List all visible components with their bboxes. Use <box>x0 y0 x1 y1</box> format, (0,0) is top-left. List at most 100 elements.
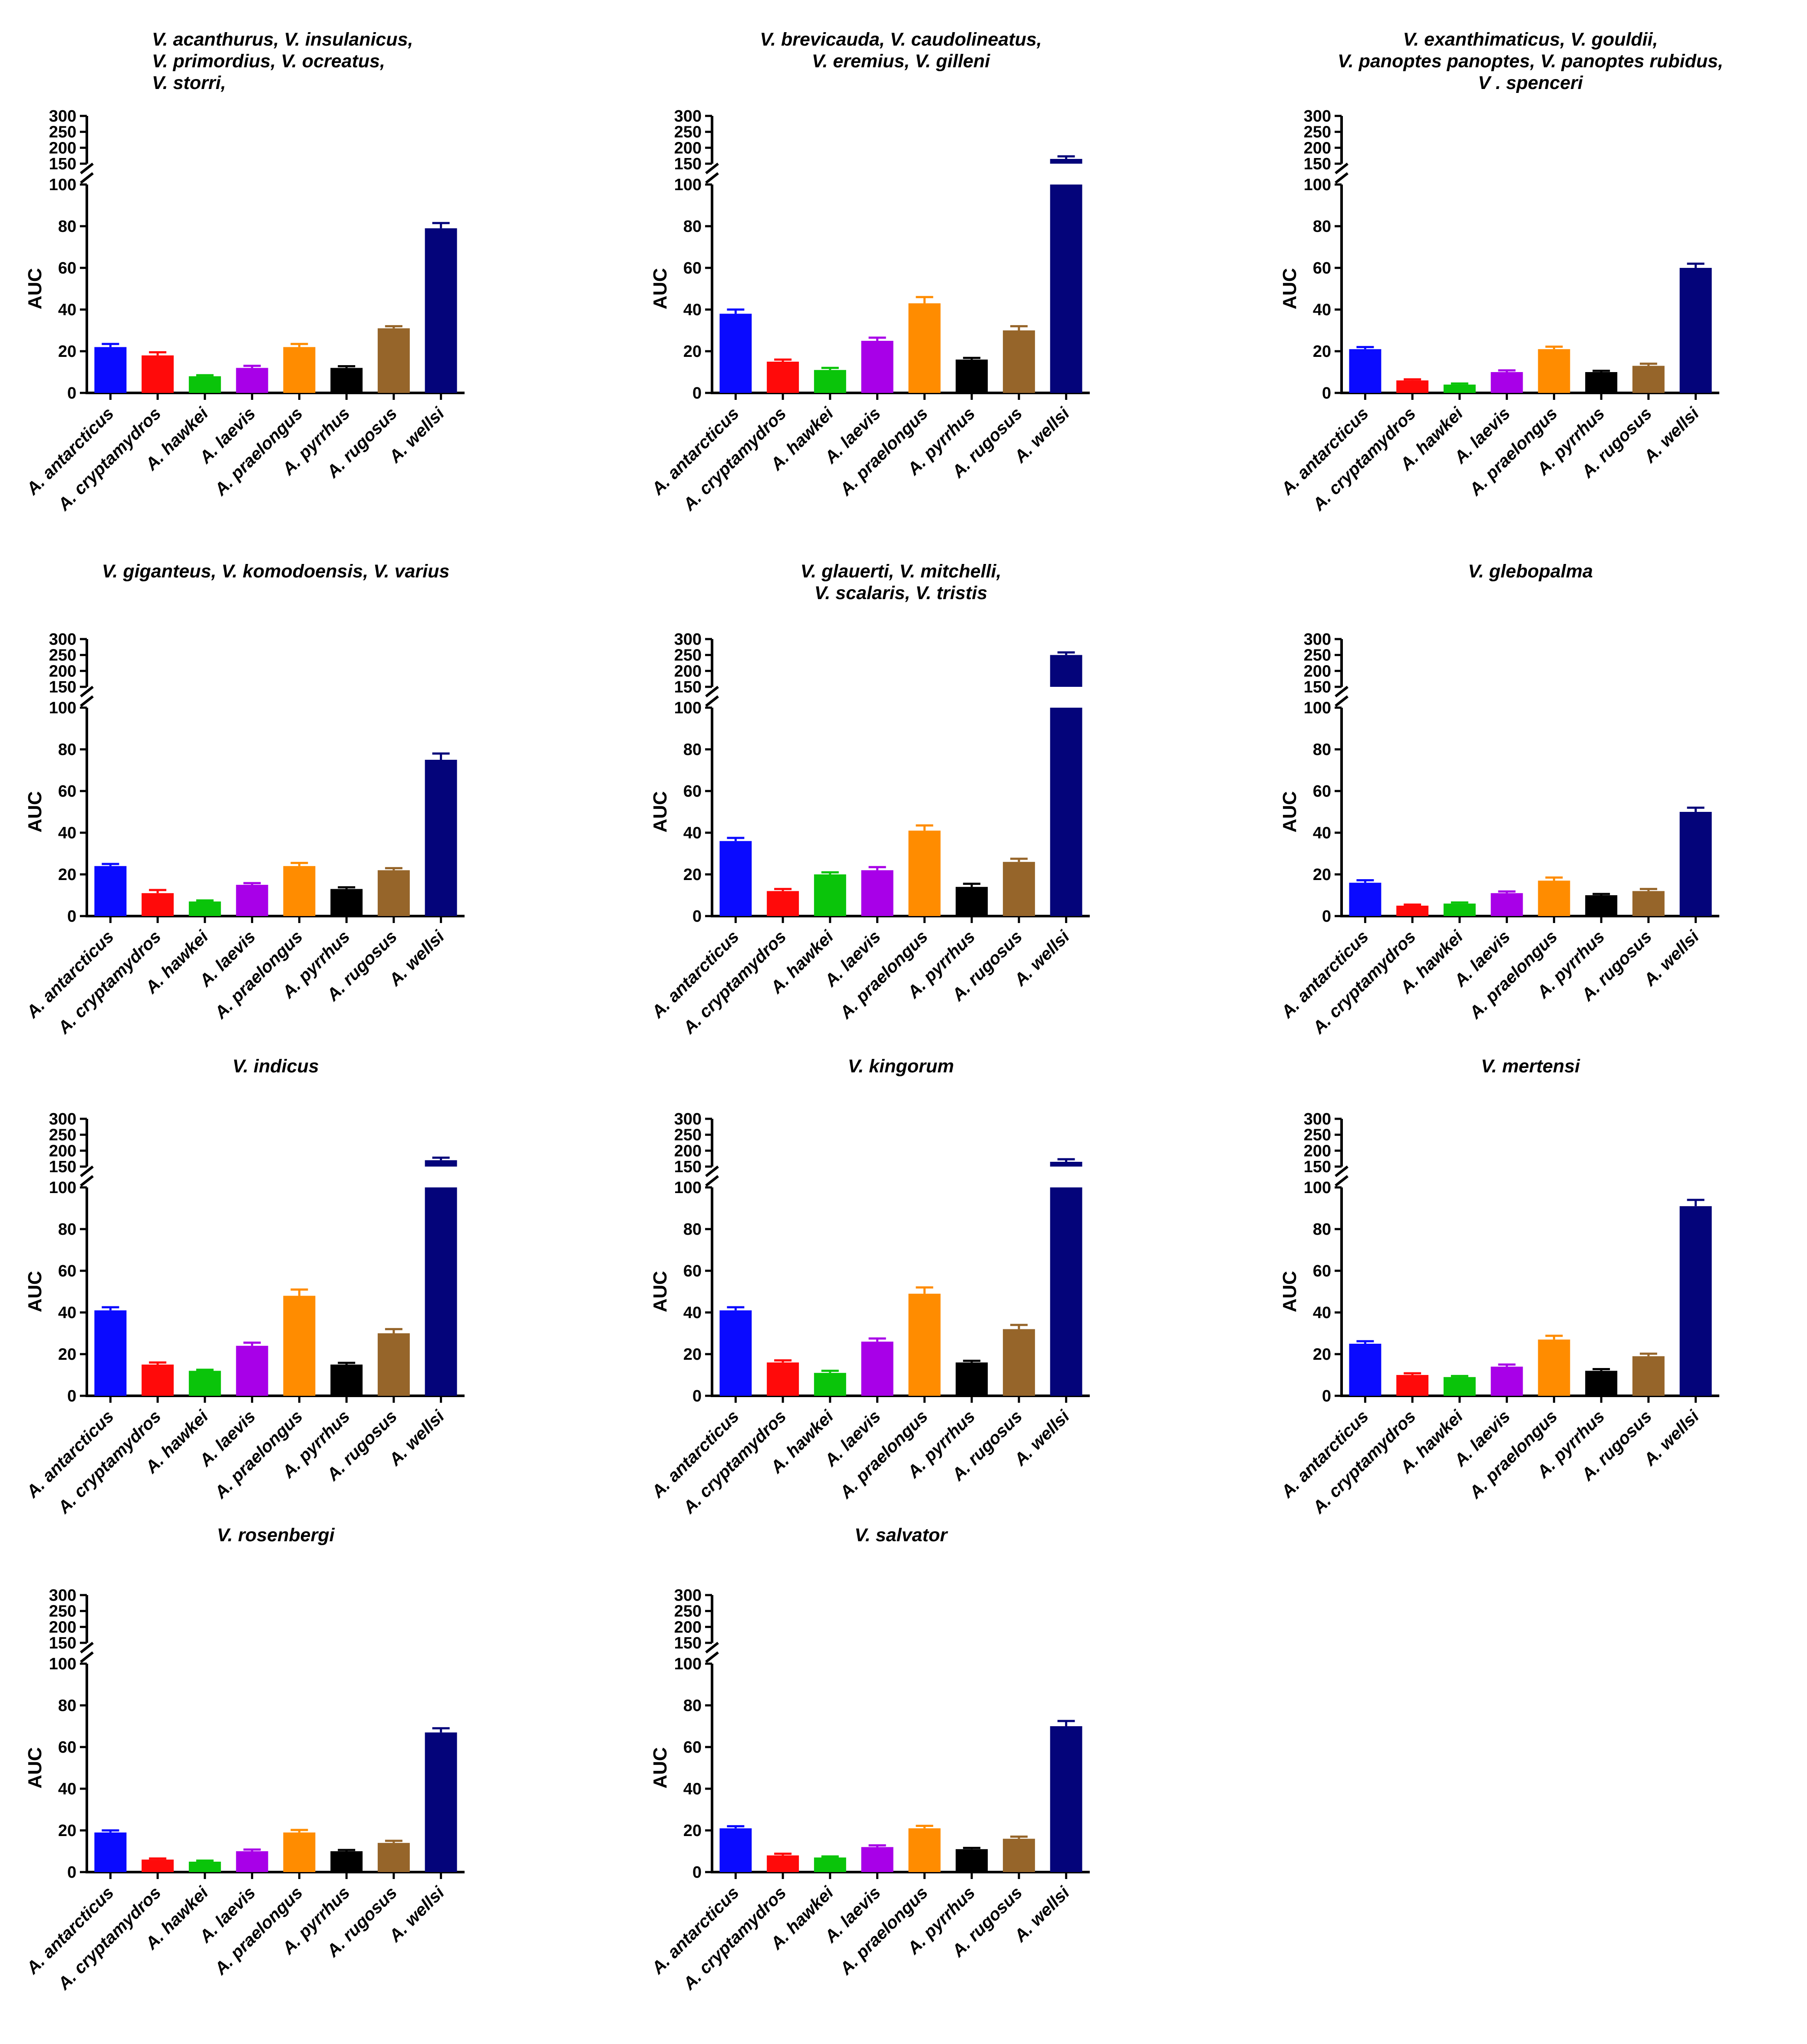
panel-7-bar-8-upper <box>425 1160 457 1167</box>
panel-4-bar-2 <box>142 893 174 916</box>
panel-8-ytick-label-lower-4: 80 <box>683 1220 702 1239</box>
panel-5-bar-6 <box>956 887 988 916</box>
panel-5-bar-7 <box>1002 862 1035 916</box>
panel-4-axis-break-upper <box>80 686 94 698</box>
panel-2-bar-2 <box>767 362 799 393</box>
panel-2-ytick-label-upper-0: 150 <box>674 155 702 173</box>
panel-9-bar-5 <box>1538 1339 1570 1396</box>
panel-2: V. brevicauda, V. caudolineatus,V. eremi… <box>648 29 1090 514</box>
panel-11-ytick-label-lower-1: 20 <box>683 1822 702 1840</box>
panel-6-ytick-label-lower-0: 0 <box>1322 907 1331 926</box>
panel-8-bar-3 <box>814 1373 846 1396</box>
panel-11-bar-8 <box>1050 1726 1082 1872</box>
panel-1-ytick-label-upper-1: 200 <box>49 139 76 157</box>
panel-2-ytick-label-lower-1: 20 <box>683 343 702 361</box>
panel-7-bar-8 <box>425 1187 457 1396</box>
panel-8-title-line-1: V. kingorum <box>848 1056 954 1077</box>
panel-4-ytick-label-lower-5: 100 <box>49 699 76 717</box>
panel-5-bar-8-upper <box>1050 655 1082 687</box>
panel-3: V. exanthimaticus, V. gouldii,V. panopte… <box>1277 29 1723 514</box>
panel-1-bar-2 <box>142 355 174 393</box>
panel-11-ytick-label-lower-0: 0 <box>692 1863 702 1882</box>
panel-9: V. mertensiAUC020406080100150200250300A.… <box>1277 1056 1719 1517</box>
panel-1-ytick-label-lower-1: 20 <box>58 343 76 361</box>
panel-10-ylabel: AUC <box>24 1747 46 1788</box>
panel-11-ytick-label-lower-3: 60 <box>683 1738 702 1757</box>
panel-10-bar-3 <box>188 1862 221 1872</box>
panel-1-title-line-2: V. primordius, V. ocreatus, <box>152 51 385 72</box>
panel-6-ytick-label-lower-5: 100 <box>1304 699 1331 717</box>
panel-6-ylabel: AUC <box>1279 791 1300 832</box>
panel-3-title-line-2: V. panoptes panoptes, V. panoptes rubidu… <box>1338 51 1723 72</box>
panel-1-ylabel: AUC <box>24 268 46 309</box>
panel-5-ytick-label-upper-2: 250 <box>674 646 702 665</box>
panel-9-ytick-label-lower-1: 20 <box>1313 1345 1331 1364</box>
panel-9-ytick-label-upper-2: 250 <box>1304 1126 1331 1144</box>
panel-2-ytick-label-upper-3: 300 <box>674 107 702 125</box>
panel-3-bar-6 <box>1585 372 1618 393</box>
panel-6-ytick-label-lower-4: 80 <box>1313 741 1331 759</box>
panel-9-ytick-label-lower-3: 60 <box>1313 1262 1331 1280</box>
panel-9-ylabel: AUC <box>1279 1271 1300 1312</box>
panel-11-ytick-label-lower-2: 40 <box>683 1780 702 1798</box>
panel-3-title-line-1: V. exanthimaticus, V. gouldii, <box>1403 29 1658 50</box>
panel-3-ytick-label-lower-0: 0 <box>1322 384 1331 402</box>
panel-5-ytick-label-upper-3: 300 <box>674 630 702 649</box>
panel-2-ytick-label-lower-0: 0 <box>692 384 702 402</box>
panel-9-bar-2 <box>1396 1375 1429 1396</box>
panel-8-ytick-label-lower-2: 40 <box>683 1304 702 1322</box>
panel-5-axis-break-lower <box>705 695 719 707</box>
panel-3-bar-1 <box>1349 349 1382 393</box>
panel-9-axis-break-lower <box>1335 1175 1349 1187</box>
panel-2-title-line-2: V. eremius, V. gilleni <box>812 51 990 72</box>
panel-6: V. glebopalma AUC 0 20 40 60 80 100 150200250300… <box>1277 561 1719 1038</box>
panel-9-bar-3 <box>1443 1377 1476 1396</box>
panel-3-ytick-label-lower-3: 60 <box>1313 259 1331 277</box>
panel-3-ytick-label-lower-1: 20 <box>1313 343 1331 361</box>
panel-1-bar-8 <box>425 228 457 393</box>
panel-7-title-line-1: V. indicus <box>232 1056 319 1077</box>
panel-4-ytick-label-lower-0: 0 <box>67 907 76 926</box>
panel-1-axis-break-lower <box>80 172 94 184</box>
panel-1-ytick-label-lower-4: 80 <box>58 218 76 236</box>
panel-2-ytick-label-lower-4: 80 <box>683 218 702 236</box>
panel-10-ytick-label-upper-1: 200 <box>49 1618 76 1636</box>
panel-8-axis-break-upper <box>705 1165 719 1177</box>
panel-10-ytick-label-lower-2: 40 <box>58 1780 76 1798</box>
panel-7: V. indicusAUC020406080100150200250300A. … <box>23 1056 465 1517</box>
panel-5-bar-2 <box>767 891 799 916</box>
panel-2-ytick-label-lower-5: 100 <box>674 176 702 194</box>
panel-6-axis-break-upper <box>1335 686 1349 698</box>
panel-7-bar-1 <box>94 1310 127 1396</box>
panel-3-ytick-label-upper-2: 250 <box>1304 123 1331 142</box>
panel-9-bar-4 <box>1490 1366 1523 1396</box>
panel-11-ytick-label-upper-1: 200 <box>674 1618 702 1636</box>
panel-8-ytick-label-lower-3: 60 <box>683 1262 702 1280</box>
panel-8-bar-8 <box>1050 1187 1082 1396</box>
panel-4-bar-6 <box>330 889 363 916</box>
panel-8-bar-1 <box>719 1310 752 1396</box>
panel-1-ytick-label-upper-2: 250 <box>49 123 76 142</box>
panel-11-axis-break-upper <box>705 1642 719 1654</box>
panel-9-ytick-label-upper-1: 200 <box>1304 1142 1331 1160</box>
panel-6-axis-break-lower <box>1335 695 1349 707</box>
panel-9-title-line-1: V. mertensi <box>1481 1056 1580 1077</box>
panel-4-ytick-label-upper-3: 300 <box>49 630 76 649</box>
panel-8-axis-break-lower <box>705 1175 719 1187</box>
panel-5-ytick-label-upper-1: 200 <box>674 662 702 680</box>
panel-10-ytick-label-upper-2: 250 <box>49 1602 76 1621</box>
panel-8-bar-5 <box>908 1293 941 1396</box>
panel-2-bar-1 <box>719 313 752 393</box>
panel-1-ytick-label-upper-0: 150 <box>49 155 76 173</box>
panel-5-bar-1 <box>719 841 752 916</box>
panel-6-ytick-label-upper-0: 150 <box>1304 678 1331 696</box>
panel-4-ytick-label-upper-2: 250 <box>49 646 76 665</box>
panel-8-ytick-label-upper-2: 250 <box>674 1126 702 1144</box>
panel-2-axis-break-lower <box>705 172 719 184</box>
panel-8-bar-4 <box>861 1342 894 1396</box>
panel-6-ytick-label-lower-2: 40 <box>1313 824 1331 842</box>
panel-2-axis-break-upper <box>705 162 719 175</box>
panel-7-ylabel: AUC <box>24 1271 46 1312</box>
panel-3-ytick-label-upper-0: 150 <box>1304 155 1331 173</box>
panel-6-ytick-label-upper-2: 250 <box>1304 646 1331 665</box>
